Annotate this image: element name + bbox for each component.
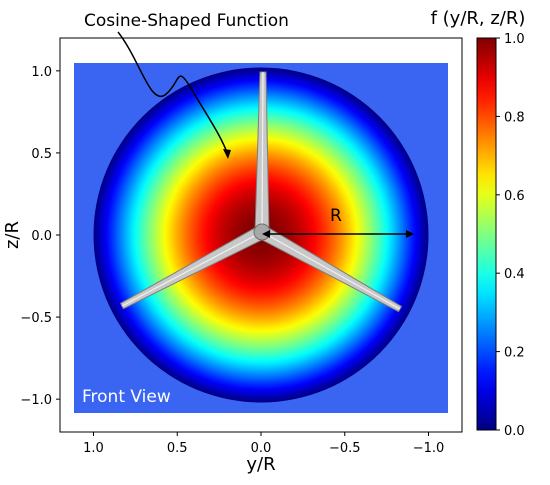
colorbar-tick-label: 0.0 (504, 424, 525, 439)
radius-arrowhead-left (262, 230, 270, 238)
radius-arrowhead-right (406, 230, 414, 238)
colorbar-ticks: 0.0 0.2 0.4 0.6 0.8 1.0 (496, 32, 525, 439)
y-axis-ticks: 1.0 0.5 0.0 −0.5 −1.0 (20, 65, 60, 408)
colorbar-tick-label: 1.0 (504, 32, 525, 47)
rotor-blade-highlight (121, 231, 263, 307)
x-tick-label: −1.0 (413, 441, 445, 456)
y-tick-label: 0.0 (31, 229, 52, 244)
x-axis-ticks: 1.0 0.5 0.0 −0.5 −1.0 (83, 432, 444, 456)
rotor-overlay (119, 71, 403, 313)
colorbar-tick-label: 0.8 (504, 110, 525, 125)
pointer-arrowhead (223, 149, 231, 159)
colorbar-tick-label: 0.4 (504, 267, 525, 282)
y-tick-label: 1.0 (31, 65, 52, 80)
y-tick-label: 0.5 (31, 147, 52, 162)
x-axis-label: y/R (246, 454, 275, 475)
rotor-blade-highlight (261, 71, 264, 233)
rotor-blade-highlight (261, 231, 401, 310)
x-tick-label: −0.5 (329, 441, 361, 456)
x-tick-label: 0.0 (251, 441, 272, 456)
colorbar-scale (476, 37, 497, 431)
colorbar: 0.0 0.2 0.4 0.6 0.8 1.0 f (y/R, z/R) (431, 8, 526, 439)
y-axis-label: z/R (2, 221, 23, 249)
colorbar-tick-label: 0.6 (504, 189, 525, 204)
x-tick-label: 0.5 (167, 441, 188, 456)
colorbar-title: f (y/R, z/R) (431, 8, 526, 29)
front-view-label: Front View (82, 387, 171, 407)
function-label: Cosine-Shaped Function (84, 11, 289, 31)
y-tick-label: −0.5 (20, 311, 52, 326)
radius-label: R (330, 206, 342, 226)
function-label-pointer (117, 31, 229, 156)
plot-area: Cosine-Shaped Function R Front View 1.0 0.5… (20, 11, 463, 456)
colorbar-tick-label: 0.2 (504, 346, 525, 361)
x-tick-label: 1.0 (83, 441, 104, 456)
annotations: Cosine-Shaped Function R Front View (82, 11, 414, 407)
y-tick-label: −1.0 (20, 393, 52, 408)
